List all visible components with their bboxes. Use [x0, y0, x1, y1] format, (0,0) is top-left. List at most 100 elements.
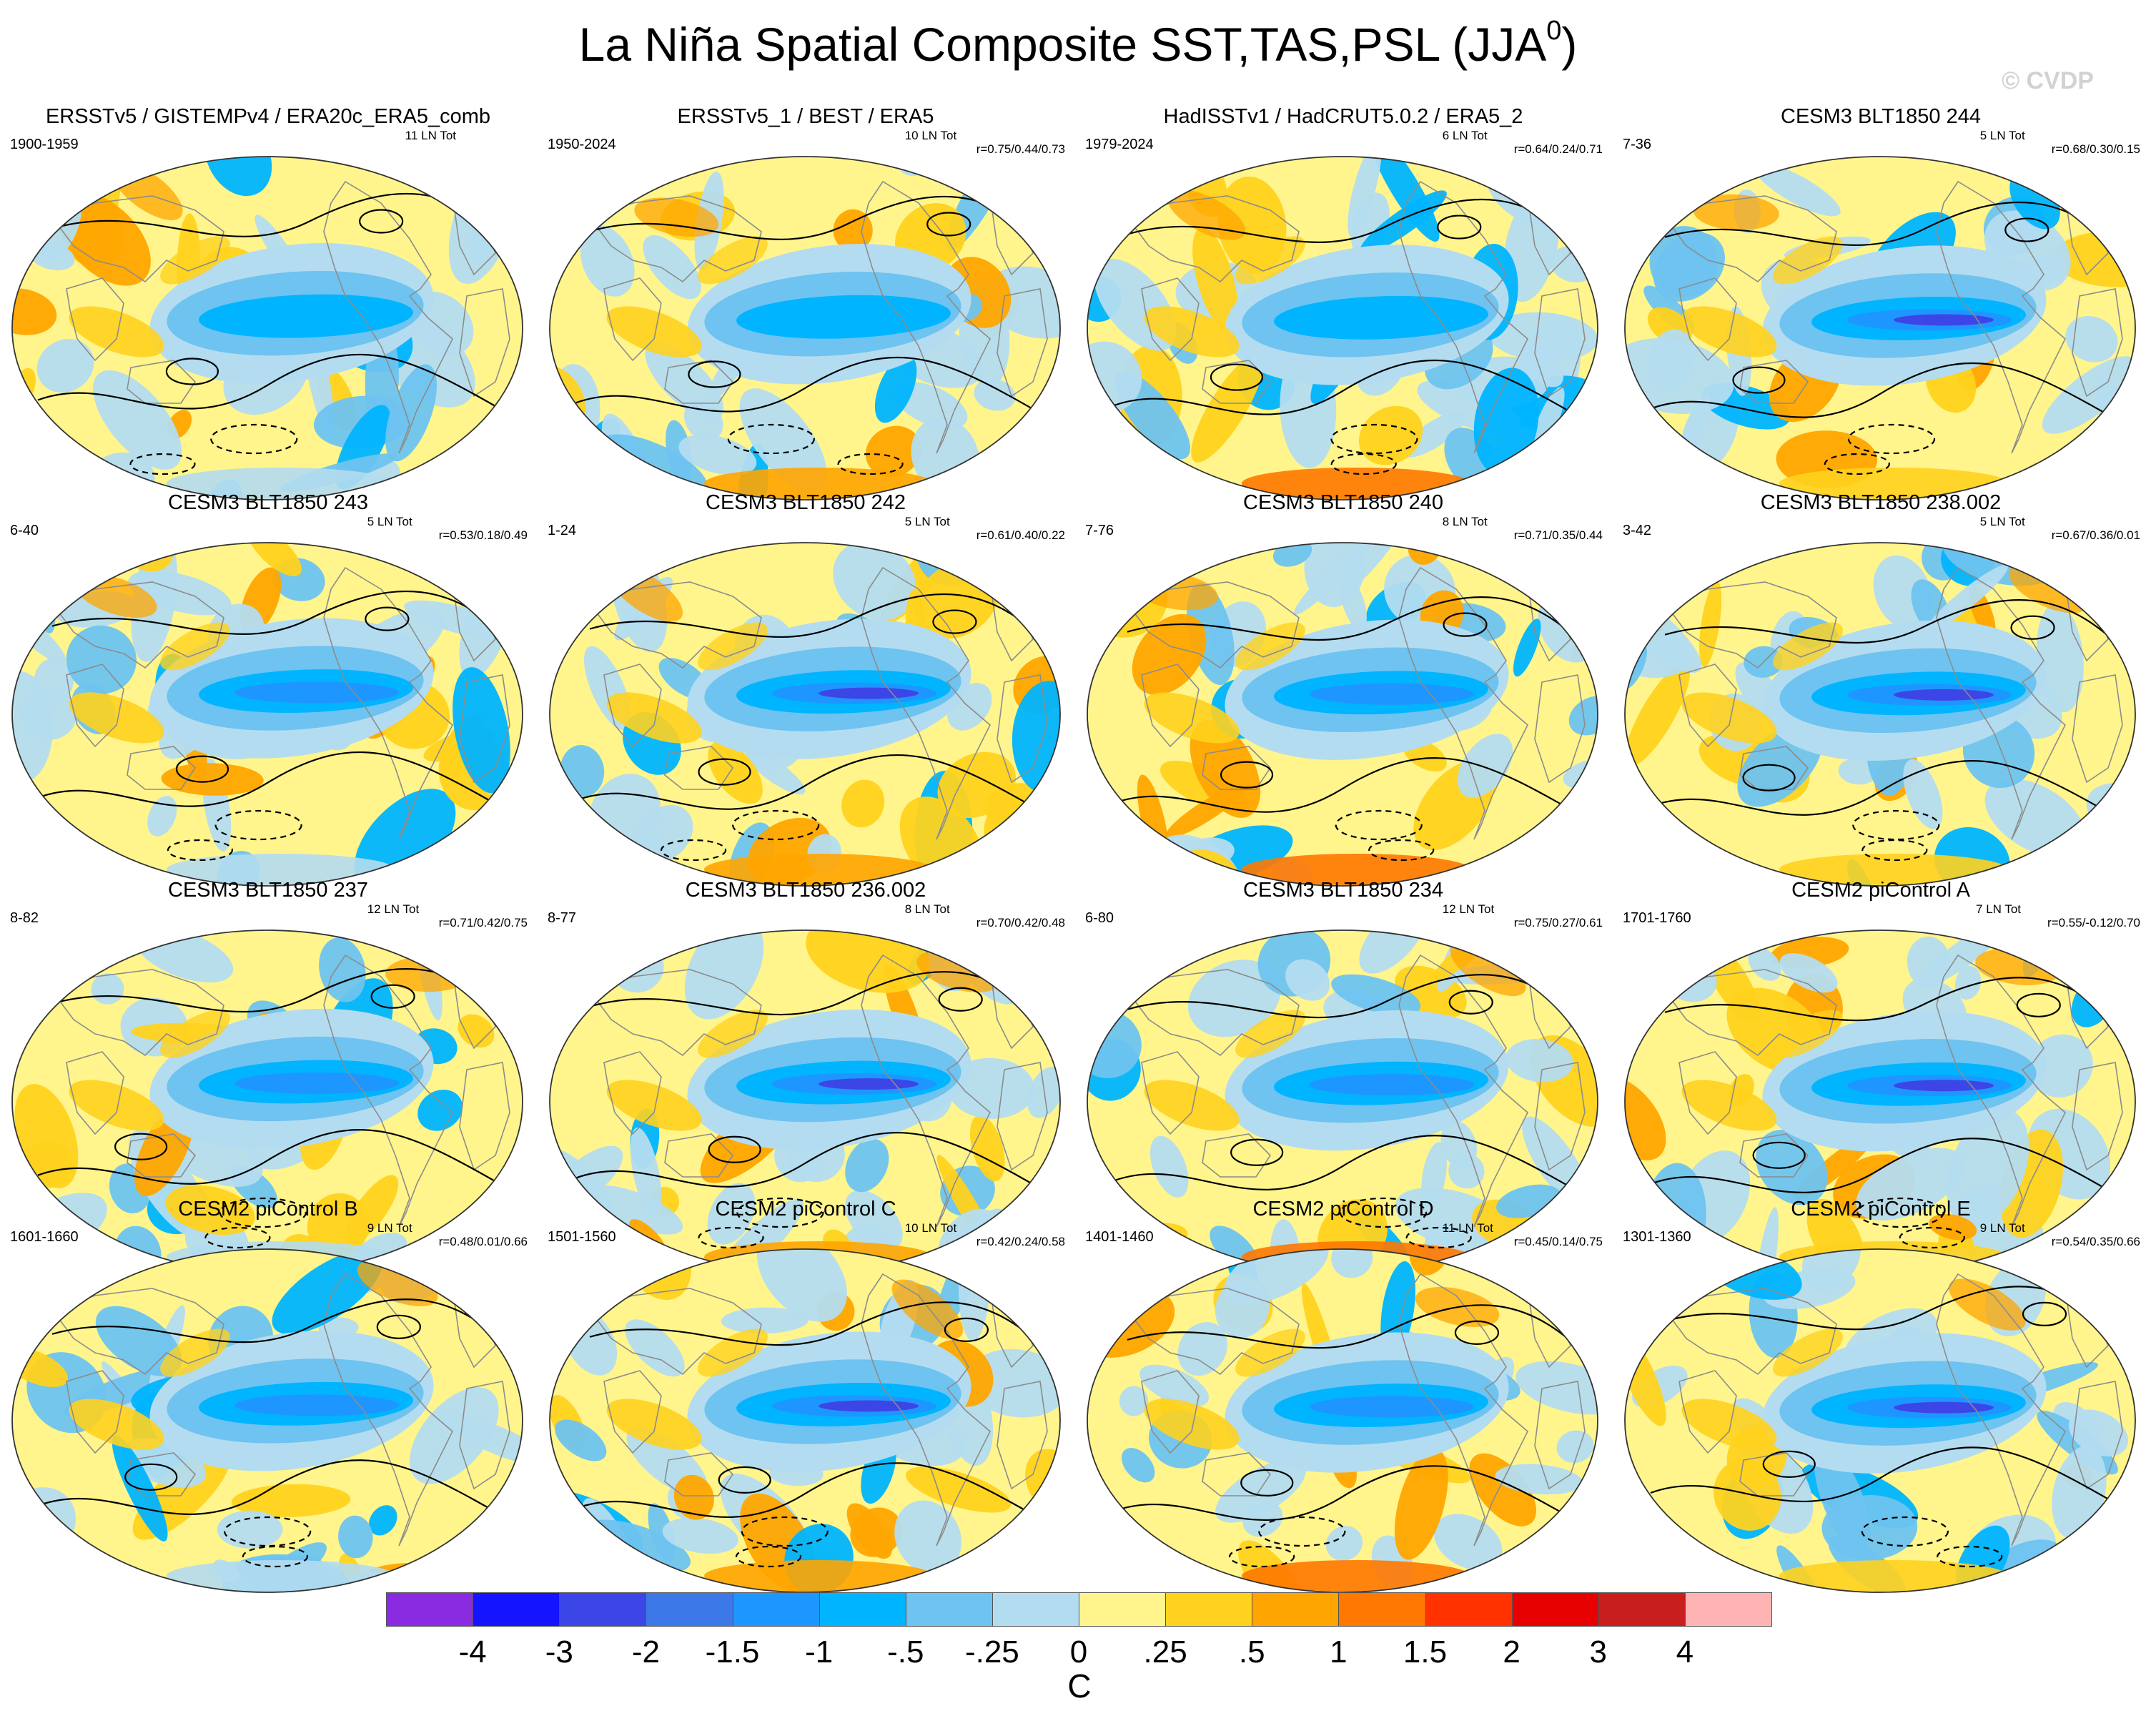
colorbar [386, 1592, 1772, 1627]
la-nina-count: 6 LN Tot [1442, 129, 1488, 142]
temperature-anomaly-field [1625, 543, 2135, 886]
temperature-anomaly-field [1087, 157, 1598, 500]
pattern-correlation: r=0.48/0.01/0.66 [438, 1235, 528, 1248]
map-panel: CESM3 BLT1850 234 6-80 12 LN Tot r=0.75/0.2… [1075, 874, 1611, 1288]
la-nina-count: 12 LN Tot [367, 902, 420, 916]
global-map [1624, 1248, 2136, 1593]
panel-title: CESM2 piControl D [1252, 1198, 1434, 1221]
psl-contours [1650, 977, 2123, 1249]
panel-years: 6-40 [10, 523, 39, 538]
coastlines [1126, 180, 1586, 454]
panel-years: 8-77 [548, 910, 577, 926]
la-nina-count: 9 LN Tot [367, 1221, 412, 1235]
panel-years: 1-24 [548, 523, 577, 538]
temperature-anomaly-field [1087, 543, 1598, 886]
pattern-correlation: r=0.55/-0.12/0.70 [2047, 916, 2140, 929]
pattern-correlation: r=0.71/0.42/0.75 [438, 916, 528, 929]
la-nina-count: 5 LN Tot [1979, 515, 2025, 528]
colorbar-swatch [1425, 1592, 1513, 1627]
colorbar-tick: 1 [1330, 1634, 1348, 1670]
pattern-correlation: r=0.45/0.14/0.75 [1513, 1235, 1603, 1248]
panel-stats: 8 LN Tot r=0.70/0.42/0.48 [905, 902, 1065, 929]
panel-years: 7-76 [1085, 523, 1114, 538]
psl-contours [37, 1298, 510, 1568]
temperature-anomaly-field [1625, 1249, 2135, 1592]
panel-years: 1401-1460 [1085, 1229, 1154, 1245]
la-nina-count: 10 LN Tot [904, 129, 957, 142]
temperature-anomaly-field [550, 543, 1060, 886]
colorbar-tick: .5 [1238, 1634, 1265, 1670]
pattern-correlation: r=0.42/0.24/0.58 [976, 1235, 1065, 1248]
panel-title: ERSSTv5_1 / BEST / ERA5 [677, 105, 934, 128]
temperature-anomaly-field [550, 157, 1060, 500]
global-map [549, 542, 1061, 887]
panel-years: 1701-1760 [1623, 910, 1691, 926]
global-map [549, 1248, 1061, 1593]
global-map [11, 1248, 523, 1593]
panel-stats: 9 LN Tot r=0.54/0.35/0.66 [1980, 1221, 2140, 1248]
map-panel: CESM3 BLT1850 237 8-82 12 LN Tot r=0.71/0.4… [0, 874, 536, 1288]
panel-title: CESM3 BLT1850 244 [1781, 105, 1981, 128]
la-nina-count: 5 LN Tot [1979, 129, 2025, 142]
global-map [1624, 542, 2136, 887]
panel-title: CESM3 BLT1850 243 [168, 491, 368, 514]
colorbar-tick: 4 [1676, 1634, 1694, 1670]
panel-years: 1979-2024 [1085, 137, 1154, 152]
global-map [549, 156, 1061, 500]
cvdp-watermark: © CVDP [2002, 67, 2094, 94]
panel-years: 6-80 [1085, 910, 1114, 926]
pattern-correlation: r=0.71/0.35/0.44 [1513, 528, 1603, 542]
temperature-anomaly-field [1625, 157, 2135, 500]
coastlines [51, 954, 510, 1228]
temperature-anomaly-field [12, 157, 523, 500]
panel-stats: 11 LN Tot [405, 129, 528, 142]
colorbar-swatch [1338, 1592, 1426, 1627]
panel-stats: 5 LN Tot r=0.68/0.30/0.15 [1980, 129, 2140, 156]
colorbar-swatch [1684, 1592, 1772, 1627]
panel-years: 1900-1959 [10, 137, 79, 152]
panel-title: CESM2 piControl B [178, 1198, 358, 1221]
pattern-correlation: r=0.67/0.36/0.01 [2051, 528, 2140, 542]
psl-contours [1650, 201, 2123, 475]
panel-years: 3-42 [1623, 523, 1652, 538]
global-map [11, 156, 523, 500]
panel-title: CESM3 BLT1850 237 [168, 879, 368, 902]
colorbar-tick: -3 [545, 1634, 573, 1670]
map-panel: HadISSTv1 / HadCRUT5.0.2 / ERA5_2 1979-20… [1075, 100, 1611, 515]
temperature-anomaly-field [1087, 930, 1598, 1273]
map-panel: CESM3 BLT1850 243 6-40 5 LN Tot r=0.53/0.18… [0, 486, 536, 901]
panel-stats: 5 LN Tot r=0.53/0.18/0.49 [367, 515, 528, 542]
colorbar-tick: 0 [1069, 1634, 1088, 1670]
panel-stats: 8 LN Tot r=0.71/0.35/0.44 [1443, 515, 1603, 542]
global-map [1624, 156, 2136, 500]
la-nina-count: 8 LN Tot [904, 902, 950, 916]
map-panel: CESM2 piControl D 1401-1460 11 LN Tot r=0.4… [1075, 1193, 1611, 1607]
panel-title: CESM2 piControl A [1791, 879, 1970, 902]
temperature-anomaly-field [550, 1249, 1060, 1592]
colorbar-swatch [473, 1592, 560, 1627]
colorbar-tick: 1.5 [1403, 1634, 1448, 1670]
panel-stats: 9 LN Tot r=0.48/0.01/0.66 [367, 1221, 528, 1248]
coastlines [1126, 954, 1586, 1228]
colorbar-tick: -4 [458, 1634, 487, 1670]
map-panel: CESM2 piControl C 1501-1560 10 LN Tot r=0.4… [538, 1193, 1074, 1607]
panel-title: CESM3 BLT1850 240 [1243, 491, 1443, 514]
coastlines [1126, 1273, 1586, 1547]
colorbar-swatch [819, 1592, 906, 1627]
colorbar-swatch [1079, 1592, 1167, 1627]
panel-years: 8-82 [10, 910, 39, 926]
colorbar-swatch [992, 1592, 1079, 1627]
colorbar-swatch [1598, 1592, 1686, 1627]
map-panel: CESM2 piControl E 1301-1360 9 LN Tot r=0.54… [1613, 1193, 2149, 1607]
panel-title: HadISSTv1 / HadCRUT5.0.2 / ERA5_2 [1163, 105, 1523, 128]
colorbar-tick: 2 [1503, 1634, 1520, 1670]
colorbar-tick: .25 [1143, 1634, 1187, 1670]
psl-contours [575, 593, 1048, 862]
coastlines [1663, 180, 2123, 454]
panel-stats: 12 LN Tot r=0.75/0.27/0.61 [1443, 902, 1603, 929]
panel-title: CESM2 piControl E [1791, 1198, 1971, 1221]
la-nina-count: 9 LN Tot [1979, 1221, 2025, 1235]
pattern-correlation: r=0.64/0.24/0.71 [1513, 142, 1603, 156]
map-panel: CESM3 BLT1850 238.002 3-42 5 LN Tot r=0.67/… [1613, 486, 2149, 901]
colorbar-swatch [559, 1592, 647, 1627]
